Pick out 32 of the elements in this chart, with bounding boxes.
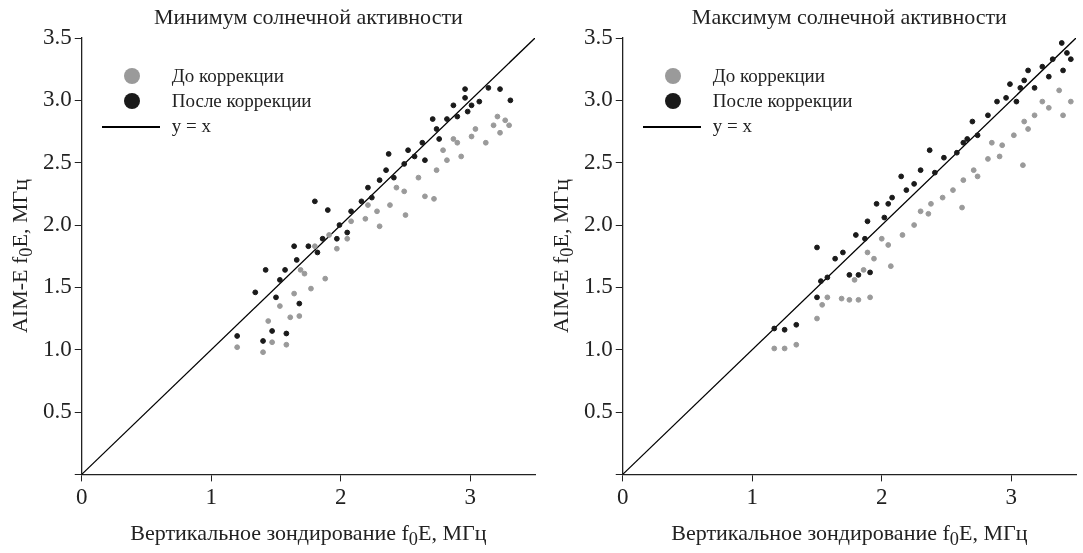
y-tick-label: 2.0: [584, 211, 613, 237]
x-tick-label: 0: [76, 484, 88, 510]
y-tick-label: 1.5: [43, 273, 72, 299]
y-tick-label: 0.5: [43, 398, 72, 424]
chart-title: Максимум солнечной активности: [691, 4, 1007, 30]
legend-label: y = x: [712, 114, 752, 137]
y-tick-label: 2.0: [43, 211, 72, 237]
chart-title: Минимум солнечной активности: [153, 4, 463, 30]
y-tick-label: 1.0: [584, 335, 613, 361]
x-tick-label: 3: [1005, 484, 1017, 510]
y-tick-label: 3.5: [584, 24, 613, 50]
y-tick-label: 2.5: [43, 148, 72, 174]
x-tick-label: 3: [464, 484, 476, 510]
x-axis-title: Вертикальное зондирование f$_{0}$E, МГц: [130, 520, 487, 551]
legend-label: После коррекции: [712, 89, 853, 112]
legend-label: До коррекции: [171, 64, 284, 87]
y-tick-label: 3.0: [43, 86, 72, 112]
x-tick-label: 1: [746, 484, 758, 510]
x-tick-label: 2: [876, 484, 888, 510]
legend-label: До коррекции: [712, 64, 825, 87]
y-tick-label: 0.5: [584, 398, 613, 424]
y-tick-label: 1.0: [43, 335, 72, 361]
x-tick-label: 1: [205, 484, 217, 510]
x-tick-label: 2: [335, 484, 347, 510]
x-axis-title: Вертикальное зондирование f$_{0}$E, МГц: [671, 520, 1028, 551]
legend-label: y = x: [171, 114, 211, 137]
x-tick-label: 0: [617, 484, 629, 510]
y-tick-label: 3.0: [584, 86, 613, 112]
y-tick-label: 3.5: [43, 24, 72, 50]
legend-label: После коррекции: [171, 89, 312, 112]
y-tick-label: 1.5: [584, 273, 613, 299]
y-tick-label: 2.5: [584, 148, 613, 174]
